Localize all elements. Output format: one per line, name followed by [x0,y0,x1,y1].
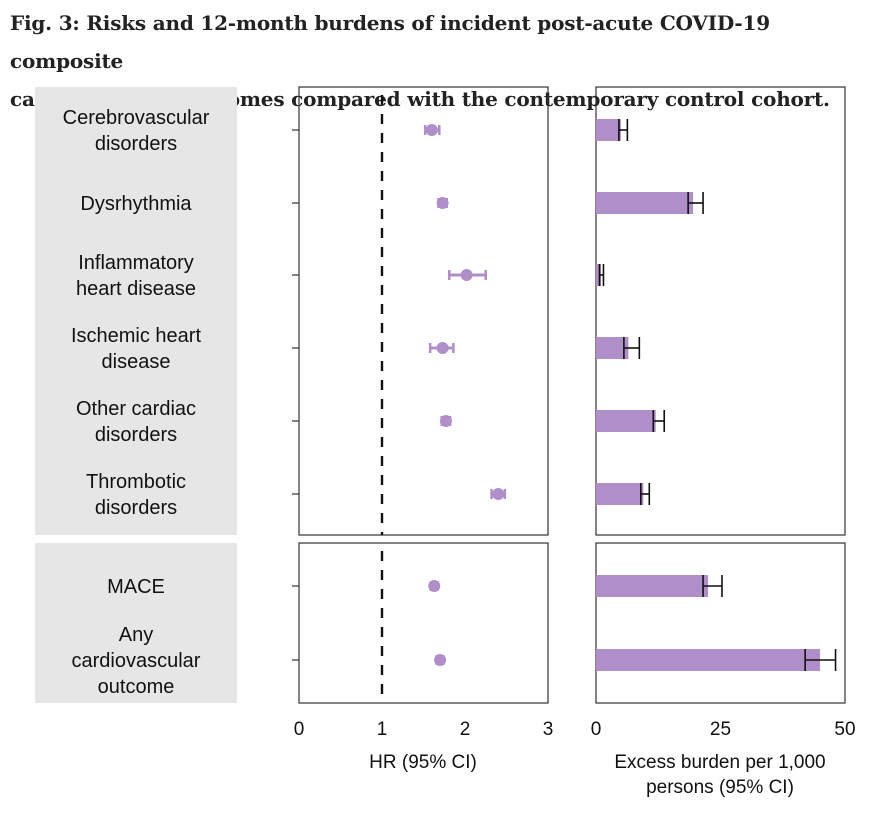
burden-x-axis-label-line-1: Excess burden per 1,000 [614,752,825,773]
hr-point [460,269,473,281]
hr-point [439,415,452,427]
category-label-line: Thrombotic [85,471,187,493]
category-label-panel-bottom [35,543,237,703]
category-label-line: Ischemic heart [70,325,202,347]
burden-x-tick-label: 50 [834,719,855,740]
category-label-line: Dysrhythmia [80,193,192,215]
category-label: Dysrhythmia [36,191,236,217]
burden-bar [596,483,644,505]
category-label-line: Other cardiac [75,398,197,420]
category-label-line: disorders [94,133,178,155]
category-label: Any cardiovascular outcome [36,622,236,700]
category-label: Cerebrovascular disorders [36,105,236,157]
hr-point [428,580,441,592]
category-label-line: disease [101,351,171,373]
category-label-line: disorders [94,424,178,446]
category-label-line: MACE [107,576,165,598]
burden-panel-top-frame [595,86,846,536]
category-label-line: disorders [94,497,178,519]
burden-bar [596,337,629,359]
figure-title-line-1: Fig. 3: Risks and 12-month burdens of in… [10,11,770,73]
burden-bar [596,264,601,286]
burden-bar [596,575,709,597]
forest-x-tick-label: 0 [294,719,305,740]
category-label-line: heart disease [75,278,197,300]
burden-x-tick-label: 0 [591,719,602,740]
category-label: Ischemic heart disease [36,323,236,375]
category-label: Inflammatory heart disease [36,250,236,302]
category-label-line: Any [118,624,154,646]
forest-x-tick-label: 2 [460,719,471,740]
burden-panel-bottom-frame [595,542,846,704]
forest-x-axis-label: HR (95% CI) [369,752,477,773]
hr-point [436,197,449,209]
burden-bar [596,119,621,141]
hr-point [434,654,447,666]
hr-point [425,124,438,136]
category-label: Other cardiac disorders [36,396,236,448]
forest-panel-bottom-frame [298,542,549,704]
category-label-line: outcome [97,676,175,698]
category-label-panel-top [35,87,237,535]
hr-point [492,488,505,500]
category-label-line: cardiovascular [71,650,201,672]
forest-x-tick-label: 1 [377,719,388,740]
category-label: MACE [36,574,236,600]
category-label-line: Cerebrovascular [62,107,210,129]
hr-point [436,342,449,354]
burden-bar [596,192,694,214]
burden-bar [596,410,656,432]
forest-panel-top-frame [298,86,549,536]
burden-bar [596,649,821,671]
category-label: Thrombotic disorders [36,469,236,521]
category-label-line: Inflammatory [78,252,194,274]
burden-x-axis-label-line-2: persons (95% CI) [646,777,794,798]
forest-x-tick-label: 3 [543,719,554,740]
burden-x-tick-label: 25 [710,719,731,740]
